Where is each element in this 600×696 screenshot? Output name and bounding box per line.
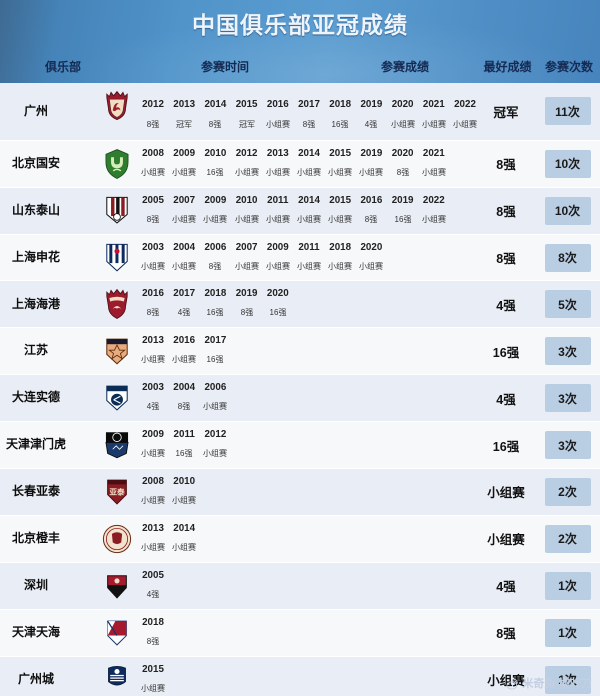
svg-text:亚泰: 亚泰: [109, 487, 125, 497]
